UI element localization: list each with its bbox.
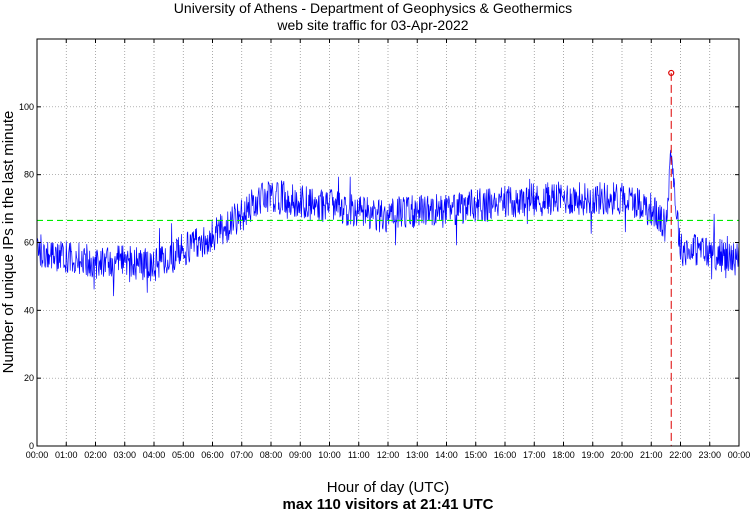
x-tick-label: 10:00 [318,450,341,460]
x-tick-label: 06:00 [201,450,224,460]
max-visitors-annotation: max 110 visitors at 21:41 UTC [283,496,494,511]
x-tick-label: 14:00 [435,450,458,460]
y-tick-label: 20 [24,373,34,383]
x-tick-label: 02:00 [84,450,107,460]
x-tick-label: 20:00 [611,450,634,460]
x-tick-label: 23:00 [698,450,721,460]
x-tick-label: 21:00 [640,450,663,460]
y-tick-label: 0 [29,441,34,451]
x-tick-label: 15:00 [464,450,487,460]
y-tick-label: 60 [24,238,34,248]
x-tick-label: 22:00 [669,450,692,460]
y-tick-label: 100 [19,102,34,112]
max-marker [668,69,675,77]
x-tick-label: 18:00 [552,450,575,460]
x-tick-label: 08:00 [260,450,283,460]
x-axis-ticks: 00:00 01:00 02:00 03:00 04:00 05:00 06:00 07:00… [26,39,750,460]
x-tick-label: 04:00 [143,450,166,460]
y-tick-label: 40 [24,305,34,315]
x-tick-label: 09:00 [289,450,312,460]
x-tick-label: 12:00 [377,450,400,460]
x-tick-label: 00:00 [728,450,750,460]
y-axis-ticks: 0 20 40 60 80 100 [19,102,739,451]
x-tick-label: 17:00 [523,450,546,460]
y-axis-label: Number of unique IPs in the last minute [0,111,17,374]
x-tick-label: 00:00 [26,450,49,460]
x-tick-label: 16:00 [494,450,517,460]
chart-subtitle: web site traffic for 03-Apr-2022 [276,17,468,33]
x-tick-label: 05:00 [172,450,195,460]
series-layer [36,69,740,446]
traffic-series-line [36,149,740,297]
x-tick-label: 13:00 [406,450,429,460]
x-tick-label: 03:00 [113,450,136,460]
x-tick-label: 07:00 [230,450,253,460]
x-tick-label: 19:00 [581,450,604,460]
x-tick-label: 11:00 [348,450,370,460]
x-axis-label: Hour of day (UTC) [327,479,450,496]
grid [37,39,739,446]
y-tick-label: 80 [24,170,34,180]
chart-title: University of Athens - Department of Geo… [174,0,572,16]
x-tick-label: 01:00 [55,450,78,460]
